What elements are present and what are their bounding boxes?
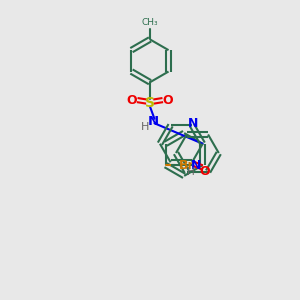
Text: H: H: [187, 167, 194, 177]
Text: O: O: [200, 165, 210, 178]
Text: O: O: [127, 94, 137, 106]
Text: S: S: [145, 96, 155, 110]
Text: O: O: [163, 94, 173, 106]
Text: N: N: [188, 117, 198, 130]
Text: N: N: [147, 115, 158, 128]
Text: N: N: [190, 159, 201, 172]
Text: Br: Br: [179, 159, 195, 172]
Text: CH₃: CH₃: [142, 18, 158, 27]
Text: H: H: [141, 122, 149, 132]
